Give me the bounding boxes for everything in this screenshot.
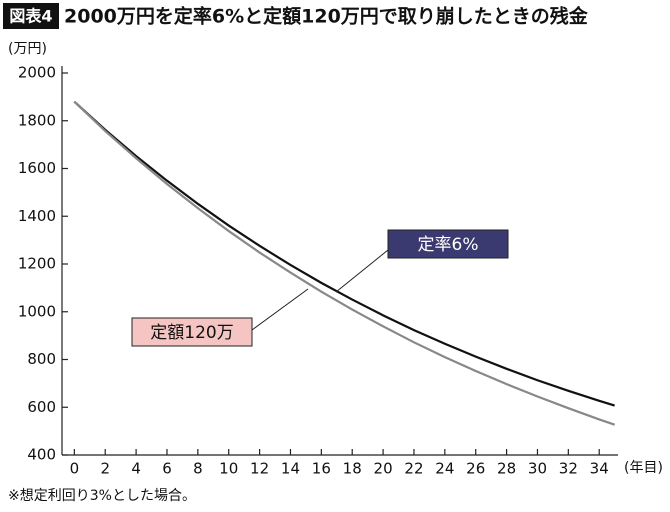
y-tick-label: 2000 [18, 64, 56, 82]
y-tick-label: 1000 [18, 302, 56, 320]
x-tick-label: 12 [250, 460, 269, 478]
y-tick-label: 800 [27, 350, 56, 368]
x-tick-label: 20 [374, 460, 393, 478]
footnote: ※想定利回り3%とした場合。 [8, 488, 196, 504]
y-tick-label: 1400 [18, 207, 56, 225]
series-label: 定額120万 [150, 323, 233, 343]
chart-title: 2000万円を定率6%と定額120万円で取り崩したときの残金 [64, 5, 589, 28]
y-tick-label: 1600 [18, 159, 56, 177]
x-tick-label: 32 [559, 460, 578, 478]
title-tag: 図表4 [9, 7, 52, 26]
title-tag-box [3, 3, 59, 29]
x-tick-label: 8 [193, 460, 203, 478]
x-tick-label: 16 [312, 460, 331, 478]
x-tick-label: 34 [590, 460, 609, 478]
x-tick-label: 4 [131, 460, 141, 478]
x-tick-label: 18 [343, 460, 362, 478]
series-line [73, 100, 615, 407]
y-tick-label: 400 [27, 446, 56, 464]
x-tick-label: 6 [162, 460, 172, 478]
y-tick-label: 1200 [18, 255, 56, 273]
x-tick-label: 24 [435, 460, 454, 478]
x-tick-label: 14 [281, 460, 300, 478]
y-tick-label: 1800 [18, 111, 56, 129]
x-tick-label: 10 [219, 460, 238, 478]
label-box [131, 317, 253, 347]
x-axis-title: (年目) [624, 460, 663, 476]
leader-line [251, 288, 309, 331]
series-label: 定率6% [418, 235, 479, 255]
x-tick-label: 2 [100, 460, 110, 478]
x-tick-label: 28 [497, 460, 516, 478]
series-line [73, 100, 616, 426]
y-axis-title: (万円) [8, 41, 47, 57]
x-tick-label: 26 [466, 460, 485, 478]
x-tick-label: 0 [70, 460, 80, 478]
x-tick-label: 22 [404, 460, 423, 478]
leader-line [335, 249, 389, 293]
x-tick-label: 30 [528, 460, 547, 478]
label-box [387, 229, 509, 259]
y-tick-label: 600 [27, 398, 56, 416]
